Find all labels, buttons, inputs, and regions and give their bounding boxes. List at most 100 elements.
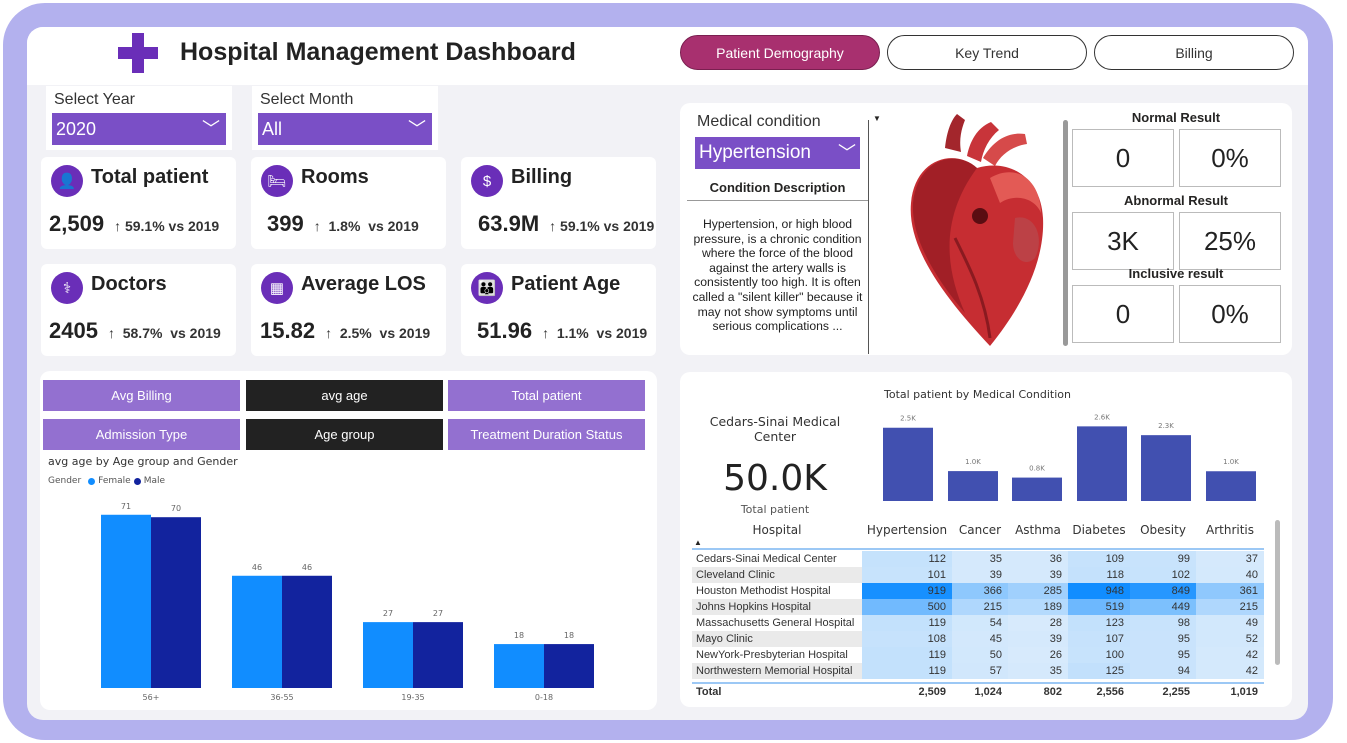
tab-key-trend[interactable]: Key Trend	[887, 35, 1087, 70]
table-scrollbar[interactable]	[1275, 520, 1280, 665]
column-header[interactable]: Hospital	[752, 523, 802, 537]
table-cell: 39	[1008, 567, 1068, 583]
condition-dropdown[interactable]: Hypertension ﹀	[695, 137, 860, 169]
bar-hypertension	[883, 427, 933, 501]
table-cell: 119	[862, 647, 952, 663]
total-cell: 802	[1008, 682, 1068, 700]
table-cell: 40	[1196, 567, 1264, 583]
kpi-change: ↑ 2.5% vs 2019	[325, 325, 431, 341]
x-tick-label: 19-35	[401, 693, 424, 702]
month-label: Select Month	[260, 91, 354, 108]
bar-male	[413, 622, 463, 688]
family-icon: 👪	[471, 272, 503, 304]
condition-label: Medical condition	[697, 113, 821, 130]
bed-icon: 🛏	[261, 165, 293, 197]
hospital-total-value: 50.0K	[723, 458, 827, 499]
tab-patient-demography[interactable]: Patient Demography	[680, 35, 880, 70]
total-cell: 2,556	[1068, 682, 1130, 700]
column-header[interactable]: Hypertension	[866, 523, 948, 537]
selector-button[interactable]: Age group	[246, 419, 443, 450]
table-cell: 361	[1196, 583, 1264, 599]
table-cell: 39	[1008, 631, 1068, 647]
scrollbar[interactable]	[1063, 120, 1068, 346]
bar-diabetes	[1077, 426, 1127, 501]
data-label: 0.8K	[1029, 465, 1045, 473]
selector-button[interactable]: Admission Type	[43, 419, 240, 450]
chevron-down-icon: ﹀	[408, 119, 426, 139]
total-cell: 2,509	[862, 682, 952, 700]
money-bag-icon: $	[471, 165, 503, 197]
result-count: 0	[1072, 285, 1174, 343]
month-slicer: Select Month All ﹀	[252, 86, 438, 150]
column-header[interactable]: Cancer	[958, 523, 1002, 537]
table-cell: 107	[1068, 631, 1130, 647]
total-cell: 2,255	[1130, 682, 1196, 700]
table-cell: 118	[1068, 567, 1130, 583]
year-dropdown[interactable]: 2020 ﹀	[52, 113, 226, 145]
table-cell: 108	[862, 631, 952, 647]
data-label: 27	[383, 609, 393, 618]
data-label: 2.3K	[1158, 422, 1174, 430]
kpi-change: ↑ 59.1% vs 2019	[549, 218, 655, 234]
legend-male-dot	[133, 477, 141, 485]
table-cell: 57	[952, 663, 1008, 679]
table-cell: 35	[952, 551, 1008, 567]
table-cell: 37	[1196, 551, 1264, 567]
column-header[interactable]: Obesity	[1140, 523, 1186, 537]
selector-button[interactable]: Total patient	[448, 380, 645, 411]
table-cell: 285	[1008, 583, 1068, 599]
data-label: 71	[121, 502, 131, 511]
bar-arthritis	[1206, 471, 1256, 501]
table-cell: 42	[1196, 663, 1264, 679]
bar-male	[151, 517, 201, 688]
patient-monitor-icon: 👤	[51, 165, 83, 197]
bar-female	[101, 514, 151, 688]
tab-billing[interactable]: Billing	[1094, 35, 1294, 70]
total-cell: 1,024	[952, 682, 1008, 700]
hospital-name: Cedars-Sinai Medical Center	[709, 414, 841, 444]
year-label: Select Year	[54, 91, 135, 108]
table-cell: 35	[1008, 663, 1068, 679]
row-hospital: Massachusetts General Hospital	[692, 615, 862, 631]
data-label: 18	[514, 631, 524, 640]
kpi-value: 51.96	[477, 318, 533, 343]
data-label: 27	[433, 609, 443, 618]
selector-button[interactable]: Treatment Duration Status	[448, 419, 645, 450]
table-cell: 500	[862, 599, 952, 615]
kpi-title: Total patient	[91, 166, 209, 188]
table-cell: 849	[1130, 583, 1196, 599]
bar-female	[494, 644, 544, 688]
result-percent: 0%	[1179, 129, 1281, 187]
column-header[interactable]: Asthma	[1015, 523, 1061, 537]
kpi-title: Average LOS	[301, 273, 426, 295]
kpi-card: ▦ Average LOS 15.82 ↑ 2.5% vs 2019	[251, 264, 446, 356]
kpi-value-row: 63.9M ↑ 59.1% vs 2019	[478, 211, 654, 237]
column-header[interactable]: Arthritis	[1205, 523, 1254, 537]
age-group-chart: 71 70 56+ 46 46 36-55 27 27 19-35 18 18 0-18	[101, 502, 594, 702]
table-cell: 189	[1008, 599, 1068, 615]
x-tick-label: 36-55	[270, 693, 293, 702]
calendar-icon: ▦	[261, 272, 293, 304]
year-slicer: Select Year 2020 ﹀	[46, 86, 232, 150]
caret-down-icon[interactable]: ▼	[873, 114, 881, 123]
selector-button[interactable]: Avg Billing	[43, 380, 240, 411]
kpi-value-row: 2,509 ↑ 59.1% vs 2019	[49, 211, 219, 237]
kpi-card: $ Billing 63.9M ↑ 59.1% vs 2019	[461, 157, 656, 249]
hospital-total-caption: Total patient	[740, 503, 810, 516]
kpi-change: ↑ 58.7% vs 2019	[107, 325, 221, 341]
table-cell: 28	[1008, 615, 1068, 631]
legend-male: Male	[143, 476, 166, 486]
legend-female: Female	[98, 476, 131, 486]
table-cell: 215	[952, 599, 1008, 615]
selector-button[interactable]: avg age	[246, 380, 443, 411]
table-cell: 948	[1068, 583, 1130, 599]
table-cell: 215	[1196, 599, 1264, 615]
table-cell: 50	[952, 647, 1008, 663]
sort-ascending-icon[interactable]: ▲	[694, 538, 702, 547]
condition-bar-chart: 2.5K 1.0K 0.8K 2.6K 2.3K 1.0K	[883, 413, 1256, 501]
column-header[interactable]: Diabetes	[1072, 523, 1126, 537]
kpi-value-row: 399 ↑ 1.8% vs 2019	[267, 211, 419, 237]
condition-value: Hypertension	[699, 142, 811, 163]
month-dropdown[interactable]: All ﹀	[258, 113, 432, 145]
doctor-icon: ⚕	[51, 272, 83, 304]
